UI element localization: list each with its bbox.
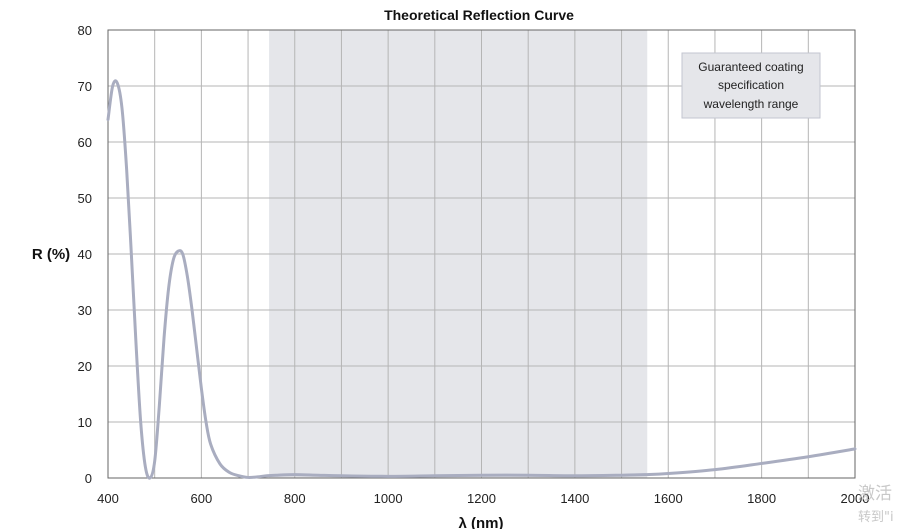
annotation-line-2: specification — [718, 78, 784, 92]
watermark-line-1: 激活 — [858, 484, 892, 504]
reflection-curve-line — [106, 79, 857, 480]
plot-frame — [107, 29, 856, 479]
x-tick-label: 1200 — [467, 491, 496, 506]
x-axis-label: λ (nm) — [459, 515, 504, 529]
y-tick-label: 0 — [85, 471, 92, 486]
x-tick-label: 400 — [97, 491, 119, 506]
x-tick-label: 1800 — [747, 491, 776, 506]
annotation-box: Guaranteed coating specification wavelen… — [681, 52, 821, 119]
x-tick-label: 1600 — [654, 491, 683, 506]
x-tick-label: 600 — [191, 491, 213, 506]
y-tick-labels: 0 10 20 30 40 50 60 70 80 — [78, 23, 92, 486]
y-tick-label: 30 — [78, 303, 92, 318]
x-tick-label: 1000 — [374, 491, 403, 506]
y-tick-label: 80 — [78, 23, 92, 38]
y-axis-label: R (%) — [32, 246, 70, 263]
x-tick-labels: 400 600 800 1000 1200 1400 1600 1800 2000 — [97, 491, 869, 506]
y-tick-label: 70 — [78, 79, 92, 94]
y-tick-label: 60 — [78, 135, 92, 150]
chart-title: Theoretical Reflection Curve — [384, 7, 574, 23]
y-tick-label: 50 — [78, 191, 92, 206]
watermark-line-2: 转到"i — [858, 510, 894, 525]
annotation-box-bg — [681, 52, 821, 119]
y-tick-label: 20 — [78, 359, 92, 374]
annotation-line-3: wavelength range — [703, 97, 799, 111]
annotation-line-1: Guaranteed coating — [698, 60, 803, 74]
x-tick-label: 800 — [284, 491, 306, 506]
y-tick-label: 40 — [78, 247, 92, 262]
x-tick-label: 2000 — [841, 491, 870, 506]
y-tick-label: 10 — [78, 415, 92, 430]
x-tick-label: 1400 — [560, 491, 589, 506]
